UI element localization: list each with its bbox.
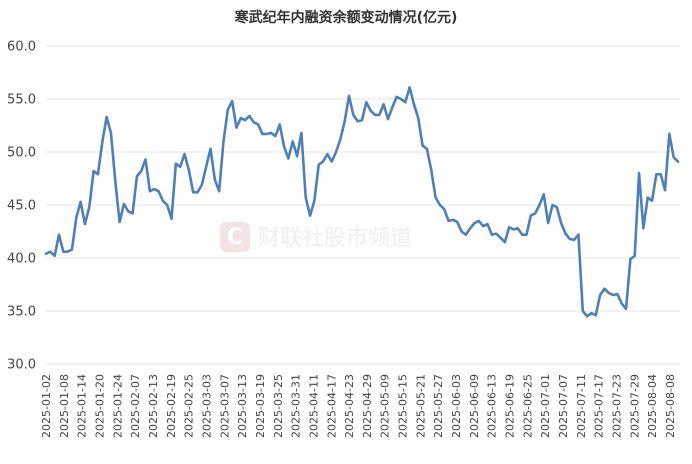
x-tick-label: 2025-01-14 (76, 374, 89, 438)
watermark-logo-letter: C (227, 225, 243, 250)
y-tick-label: 45.0 (7, 199, 36, 214)
x-tick-label: 2025-02-25 (183, 374, 196, 438)
x-tick-label: 2025-04-17 (325, 374, 338, 438)
x-tick-label: 2025-03-25 (272, 374, 285, 438)
x-tick-label: 2025-04-11 (307, 374, 320, 438)
x-tick-label: 2025-06-19 (504, 374, 517, 438)
x-axis: 2025-01-02 2025-01-08 2025-01-14 2025-01-20… (40, 374, 677, 438)
x-tick-label: 2025-05-21 (414, 374, 427, 438)
x-tick-label: 2025-07-29 (628, 374, 641, 438)
x-tick-label: 2025-07-01 (539, 374, 552, 438)
y-axis: 30.0 35.0 40.0 45.0 50.0 55.0 60.0 (7, 40, 36, 373)
x-tick-label: 2025-07-11 (575, 374, 588, 438)
x-tick-label: 2025-07-17 (593, 374, 606, 438)
x-tick-label: 2025-05-09 (379, 374, 392, 438)
x-tick-label: 2025-03-03 (200, 374, 213, 438)
x-tick-label: 2025-06-25 (521, 374, 534, 438)
series-line (44, 86, 680, 318)
x-tick-label: 2025-03-07 (218, 374, 231, 438)
x-tick-label: 2025-07-07 (557, 374, 570, 438)
x-tick-label: 2025-01-24 (111, 374, 124, 438)
x-tick-label: 2025-01-20 (93, 374, 106, 438)
grid (46, 45, 680, 365)
y-tick-label: 55.0 (7, 93, 36, 108)
x-tick-label: 2025-08-08 (664, 374, 677, 438)
x-tick-label: 2025-05-15 (397, 374, 410, 438)
x-tick-label: 2025-06-03 (450, 374, 463, 438)
x-tick-label: 2025-01-02 (40, 374, 53, 438)
x-tick-label: 2025-03-13 (236, 374, 249, 438)
x-tick-label: 2025-04-29 (361, 374, 374, 438)
x-tick-label: 2025-07-23 (611, 374, 624, 438)
x-tick-label: 2025-06-13 (486, 374, 499, 438)
y-tick-label: 40.0 (7, 252, 36, 267)
watermark: C 财联社股市频道 (220, 222, 412, 252)
y-tick-label: 60.0 (7, 40, 36, 55)
x-tick-label: 2025-02-07 (129, 374, 142, 438)
x-tick-label: 2025-08-04 (646, 374, 659, 438)
x-tick-label: 2025-02-19 (165, 374, 178, 438)
series-group (44, 86, 680, 318)
x-tick-label: 2025-02-13 (147, 374, 160, 438)
chart-title: 寒武纪年内融资余额变动情况(亿元) (235, 9, 458, 26)
x-tick-label: 2025-03-31 (290, 374, 303, 438)
watermark-logo (220, 222, 250, 252)
watermark-text: 财联社股市频道 (258, 226, 412, 251)
y-tick-label: 35.0 (7, 305, 36, 320)
y-tick-label: 50.0 (7, 146, 36, 161)
x-tick-label: 2025-01-08 (58, 374, 71, 438)
y-tick-label: 30.0 (7, 358, 36, 373)
x-tick-label: 2025-06-09 (468, 374, 481, 438)
x-tick-label: 2025-03-19 (254, 374, 267, 438)
x-tick-label: 2025-05-27 (432, 374, 445, 438)
x-tick-label: 2025-04-23 (343, 374, 356, 438)
